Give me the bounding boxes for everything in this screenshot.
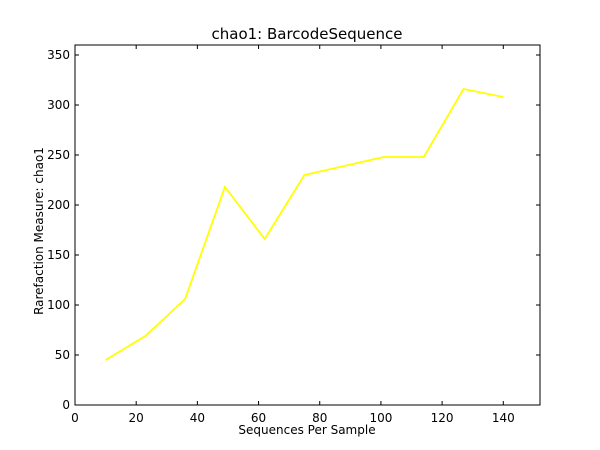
- x-tick-label: 0: [71, 411, 79, 425]
- y-tick-label: 250: [47, 148, 70, 162]
- x-tick-label: 100: [369, 411, 392, 425]
- y-tick-label: 100: [47, 298, 70, 312]
- x-tick-label: 80: [312, 411, 327, 425]
- x-tick-label: 40: [190, 411, 205, 425]
- x-tick-label: 20: [129, 411, 144, 425]
- y-tick-label: 50: [55, 348, 70, 362]
- plot-frame: [74, 44, 541, 406]
- chart-title: chao1: BarcodeSequence: [212, 25, 403, 43]
- y-axis-label: Rarefaction Measure: chao1: [32, 147, 46, 315]
- x-axis-label: Sequences Per Sample: [238, 423, 375, 437]
- y-tick-label: 350: [47, 48, 70, 62]
- series-line: [105, 87, 504, 361]
- y-tick-label: 0: [62, 398, 70, 412]
- y-tick-label: 300: [47, 98, 70, 112]
- y-tick-label: 150: [47, 248, 70, 262]
- x-tick-label: 120: [431, 411, 454, 425]
- x-tick-label: 60: [251, 411, 266, 425]
- y-tick-label: 200: [47, 198, 70, 212]
- x-tick-label: 140: [492, 411, 515, 425]
- plot-area: 0 20 40 60 80 100 120 140 0 50 100 150 200 250 300 350: [47, 44, 541, 425]
